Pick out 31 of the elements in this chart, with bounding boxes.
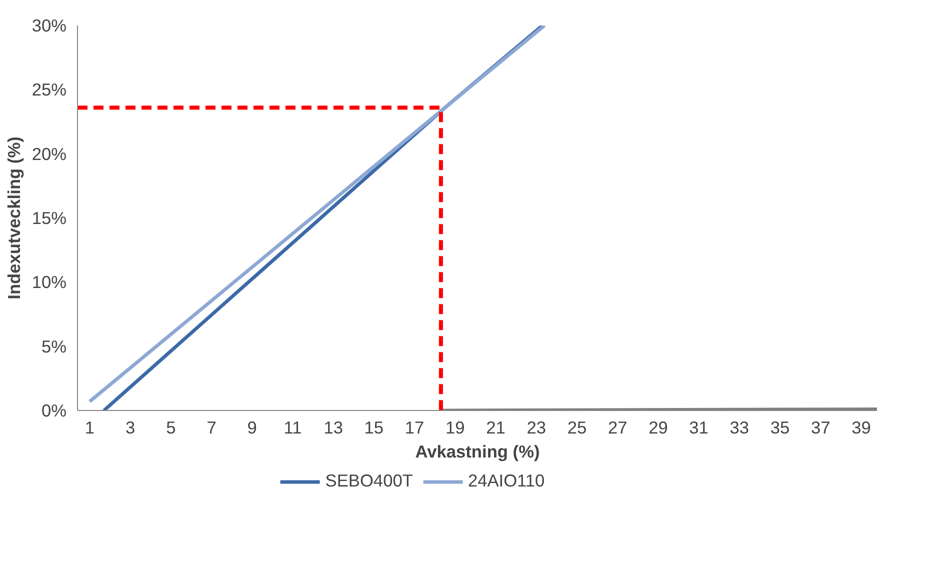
- x-axis-title: Avkastning (%): [415, 442, 540, 462]
- y-tick-label: 25%: [32, 80, 67, 100]
- x-tick-label: 31: [689, 418, 708, 438]
- x-tick-label: 23: [526, 418, 546, 438]
- x-tick-label: 3: [125, 418, 136, 438]
- legend-label: 24AIO110: [468, 470, 545, 492]
- x-tick-label: 33: [730, 418, 750, 438]
- x-tick-label: 13: [324, 418, 343, 438]
- x-tick-label: 7: [206, 418, 216, 438]
- y-tick-label: 10%: [32, 272, 67, 292]
- x-tick-label: 15: [364, 418, 384, 438]
- x-tick-label: 9: [247, 418, 257, 438]
- x-tick-label: 1: [84, 418, 95, 438]
- x-tick-label: 11: [284, 418, 302, 438]
- x-tick-label: 35: [770, 418, 790, 438]
- y-axis-title: Indexutveckling (%): [4, 136, 24, 300]
- x-tick-label: 17: [404, 418, 424, 438]
- y-tick-label: 5%: [41, 336, 66, 356]
- y-tick-label: 20%: [32, 144, 67, 164]
- x-tick-label: 39: [852, 418, 871, 438]
- x-tick-label: 25: [567, 418, 587, 438]
- y-tick-label: 0%: [41, 400, 66, 420]
- x-tick-label: 27: [608, 418, 628, 438]
- x-tick-label: 5: [166, 418, 176, 438]
- legend-label: SEBO400T: [325, 470, 413, 492]
- x-tick-label: 21: [486, 418, 506, 438]
- x-tick-label: 29: [648, 418, 668, 438]
- y-tick-label: 30%: [32, 16, 67, 36]
- y-tick-label: 15%: [32, 208, 67, 228]
- x-tick-label: 37: [811, 418, 830, 438]
- x-tick-label: 19: [446, 418, 465, 438]
